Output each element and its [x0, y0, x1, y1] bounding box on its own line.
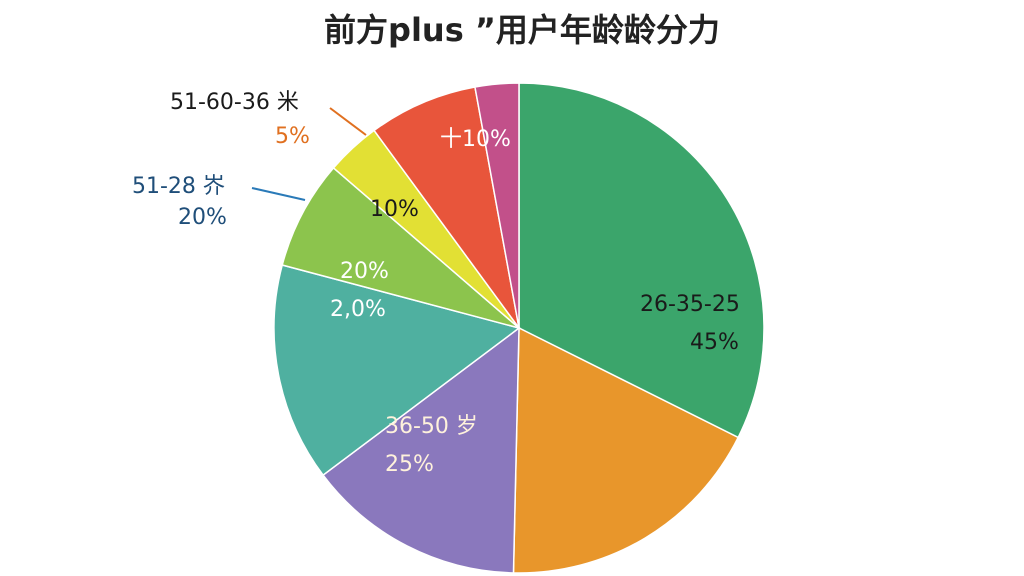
slice-label: 51-28 岕: [132, 174, 225, 199]
pie-slice: [373, 86, 520, 329]
pie-slice: [322, 326, 520, 574]
slice-label: 2,0%: [330, 297, 386, 322]
chart-title: 前方plus ”用户年龄龄分力: [324, 11, 720, 49]
pie-slice: [281, 166, 520, 329]
pie-slice: [518, 82, 765, 439]
slice-label: 10%: [370, 197, 419, 222]
slice-label: 36-50 岁: [385, 414, 478, 439]
slice-label: 45%: [690, 330, 739, 355]
leader-line: [251, 187, 306, 201]
pie-slice: [474, 82, 520, 329]
leader-line: [329, 107, 367, 136]
slice-label: 51-60-36 米: [170, 90, 299, 115]
slice-label: 5%: [275, 124, 310, 149]
slice-label: 20%: [340, 259, 389, 284]
slice-label: 20%: [178, 205, 227, 230]
labels: 26-35-25 45% 36-50 岁 25% 20% 2,0% 51-28 岕 20% 10…: [132, 90, 740, 477]
pie-slice: [273, 264, 521, 477]
pie-slice: [512, 326, 740, 574]
pie: [273, 82, 765, 574]
slice-label: 十10%: [440, 127, 511, 152]
slice-label: 26-35-25: [640, 292, 740, 317]
slice-label: 25%: [385, 452, 434, 477]
